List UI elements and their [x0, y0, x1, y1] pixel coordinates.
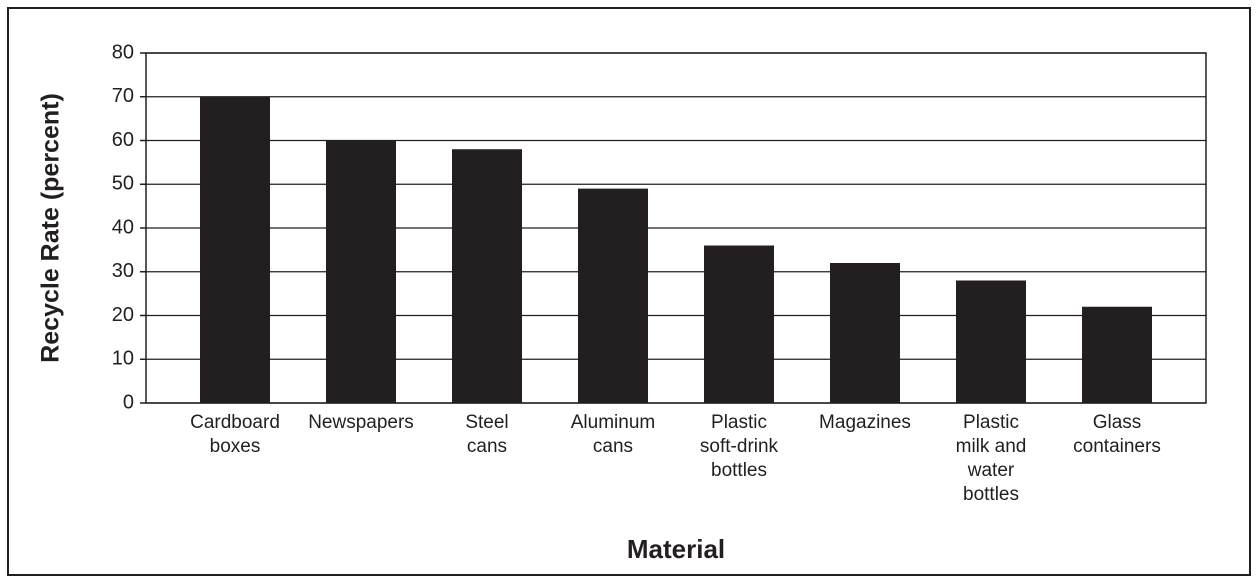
x-tick-label: Plastic soft-drink bottles [699, 412, 779, 481]
y-tick-label: 0 [123, 391, 134, 413]
y-tick-label: 40 [112, 216, 134, 238]
x-axis-label: Material [627, 534, 725, 564]
bar [704, 245, 774, 403]
bar [326, 140, 396, 403]
x-tick-label: Glass containers [1073, 412, 1161, 457]
y-tick-label: 10 [112, 348, 134, 370]
y-tick-label: 70 [112, 85, 134, 107]
bar [956, 280, 1026, 403]
bar [200, 96, 270, 403]
bar [830, 263, 900, 403]
plot-area [145, 52, 1207, 404]
y-tick-label: 30 [112, 260, 134, 282]
y-tick-label: 20 [112, 304, 134, 326]
y-tick-label: 50 [112, 173, 134, 195]
x-tick-label: Aluminum cans [570, 412, 656, 457]
x-tick-label: Plastic milk and water bottles [955, 412, 1027, 505]
bar [1082, 306, 1152, 403]
bar [452, 149, 522, 403]
frame [7, 7, 1251, 576]
bar [578, 188, 648, 403]
x-tick-label: Cardboard boxes [190, 412, 280, 457]
x-tick-label: Newspapers [308, 412, 414, 433]
x-tick-label: Magazines [819, 412, 911, 433]
y-tick-label: 60 [112, 129, 134, 151]
y-tick-label: 80 [112, 41, 134, 63]
x-tick-label: Steel cans [465, 412, 509, 457]
y-axis-label: Recycle Rate (percent) [37, 93, 65, 363]
